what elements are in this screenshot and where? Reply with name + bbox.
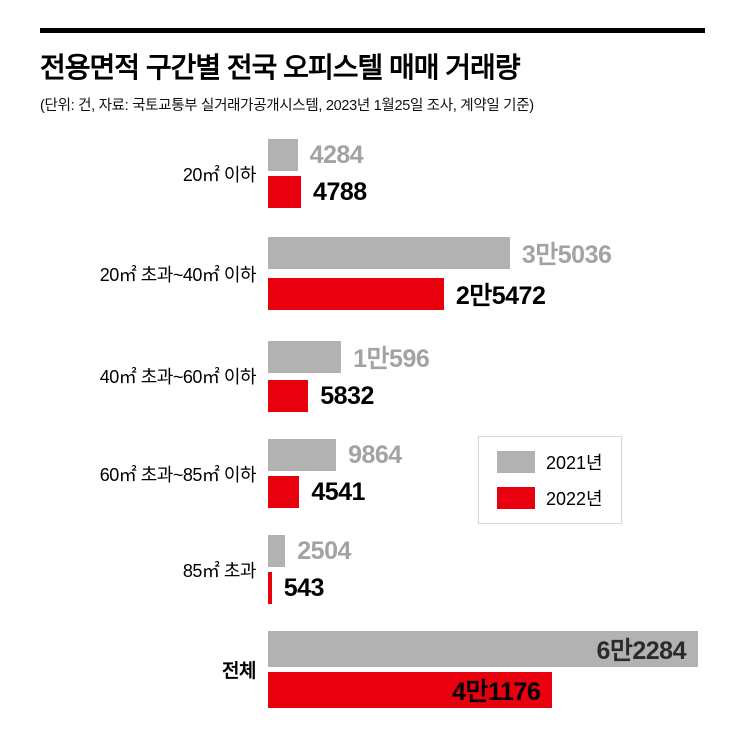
bar-chart: 20㎡ 이하 4284 4788 20㎡ 초과~40㎡ 이하 3만5036: [40, 139, 705, 708]
legend-swatch-2022: [497, 487, 535, 509]
category-label: 60㎡ 초과~85㎡ 이하: [99, 464, 257, 485]
value-label-2021: 2504: [297, 536, 351, 565]
value-label-2021: 1만596: [353, 345, 430, 373]
bar-group: 4284 4788: [268, 139, 698, 208]
bar-2021: [268, 439, 337, 471]
legend-item-2022: 2022년: [497, 485, 603, 511]
bar-line-2021: 6만2284: [268, 631, 698, 667]
bar-2022: [268, 572, 272, 604]
value-label-2022: 5832: [320, 381, 374, 410]
bar-group: 9864 4541: [268, 439, 698, 508]
category-label: 20㎡ 초과~40㎡ 이하: [99, 264, 257, 285]
bar-2021: [268, 139, 298, 171]
top-rule: [40, 28, 705, 33]
bar-group: 3만5036 2만5472: [268, 235, 698, 312]
bar-2021: [268, 237, 510, 269]
bar-2022: 4만1176: [268, 672, 553, 708]
bar-line-2022: 5832: [268, 380, 698, 412]
value-label-2021: 9864: [348, 440, 402, 469]
bar-2022: [268, 380, 309, 412]
page-title: 전용면적 구간별 전국 오피스텔 매매 거래량: [40, 52, 521, 83]
bar-2021: [268, 341, 342, 373]
category-label: 전체: [222, 661, 256, 682]
value-label-2022: 543: [283, 573, 325, 602]
bar-line-2021: 2504: [268, 535, 698, 567]
legend: 2021년 2022년: [478, 436, 622, 524]
value-label-2022: 4788: [313, 177, 367, 206]
bar-2022: [268, 278, 444, 310]
category-label: 20㎡ 이하: [182, 164, 257, 185]
legend-item-2021: 2021년: [497, 449, 603, 475]
legend-label-2022: 2022년: [546, 489, 603, 509]
chart-row-total: 전체 6만2284 4만1176: [40, 631, 705, 708]
bar-line-2022: 4만1176: [268, 672, 698, 708]
value-label-2022: 4만1176: [452, 678, 541, 706]
bar-line-2022: 2만5472: [268, 276, 698, 312]
value-label-2022: 2만5472: [455, 282, 546, 310]
value-label-2022: 4541: [311, 477, 365, 506]
bar-line-2022: 543: [268, 572, 698, 604]
bar-2021: 6만2284: [268, 631, 698, 667]
bar-line-2022: 4788: [268, 176, 698, 208]
bar-2022: [268, 176, 302, 208]
bar-group: 6만2284 4만1176: [268, 631, 698, 708]
category-label: 85㎡ 초과: [182, 560, 257, 581]
bar-2021: [268, 535, 286, 567]
bar-group: 1만596 5832: [268, 339, 698, 412]
category-label: 40㎡ 초과~60㎡ 이하: [99, 366, 257, 387]
bar-line-2021: 1만596: [268, 339, 698, 375]
bar-line-2021: 9864: [268, 439, 698, 471]
legend-swatch-2021: [497, 451, 535, 473]
bar-line-2021: 4284: [268, 139, 698, 171]
value-label-2021: 3만5036: [521, 241, 612, 269]
bar-2022: [268, 476, 300, 508]
legend-label-2021: 2021년: [546, 453, 603, 473]
chart-row: 20㎡ 초과~40㎡ 이하 3만5036 2만5472: [40, 235, 705, 312]
value-label-2021: 4284: [309, 140, 364, 169]
page-subtitle: (단위: 건, 자료: 국토교통부 실거래가공개시스템, 2023년 1월25일…: [40, 98, 534, 114]
page: 전용면적 구간별 전국 오피스텔 매매 거래량 (단위: 건, 자료: 국토교통…: [40, 28, 705, 708]
chart-row: 40㎡ 초과~60㎡ 이하 1만596 5832: [40, 339, 705, 412]
bar-line-2021: 3만5036: [268, 235, 698, 271]
bar-line-2022: 4541: [268, 476, 698, 508]
value-label-2021: 6만2284: [596, 637, 686, 665]
bar-group: 2504 543: [268, 535, 698, 604]
chart-row: 85㎡ 초과 2504 543: [40, 535, 705, 604]
chart-row: 60㎡ 초과~85㎡ 이하 9864 4541: [40, 439, 705, 508]
chart-row: 20㎡ 이하 4284 4788: [40, 139, 705, 208]
